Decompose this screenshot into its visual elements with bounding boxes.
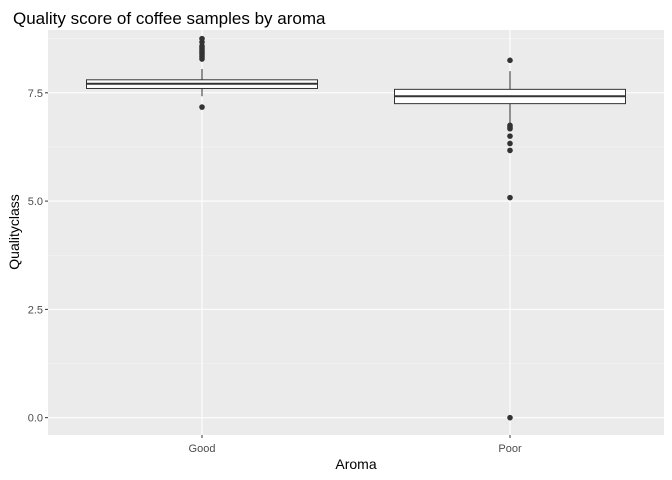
x-tick-label-good: Good bbox=[189, 443, 216, 455]
outlier-point-poor bbox=[507, 194, 513, 201]
outlier-point-poor bbox=[507, 147, 513, 154]
y-tick-label: 7.5 bbox=[28, 88, 43, 100]
outlier-point-poor bbox=[507, 57, 513, 64]
x-tick-label-poor: Poor bbox=[498, 443, 522, 455]
x-axis-title: Aroma bbox=[335, 456, 376, 472]
outlier-point-poor bbox=[507, 133, 513, 139]
outlier-point-good bbox=[199, 104, 205, 110]
y-tick-label: 0.0 bbox=[28, 413, 43, 425]
axes: 0.0 2.5 5.0 7.5 Good Poor bbox=[28, 88, 522, 455]
outlier-point-poor bbox=[507, 140, 513, 147]
chart-title: Quality score of coffee samples by aroma bbox=[13, 9, 326, 28]
outlier-point-poor bbox=[507, 125, 513, 132]
y-tick-label: 5.0 bbox=[28, 196, 43, 208]
outlier-point-good bbox=[199, 35, 205, 42]
y-axis-title: Qualityclass bbox=[6, 194, 22, 269]
outlier-point-good bbox=[199, 43, 205, 49]
grid-lines bbox=[48, 30, 664, 435]
y-tick-label: 2.5 bbox=[28, 304, 43, 316]
outlier-point-poor bbox=[507, 414, 513, 421]
boxes bbox=[86, 35, 626, 421]
